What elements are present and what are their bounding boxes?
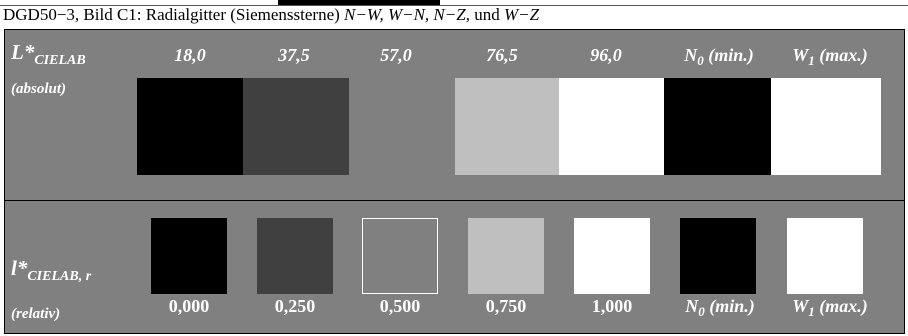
- relative-swatch: [468, 218, 544, 294]
- relative-swatch: [257, 218, 333, 294]
- top-strip-black-bar: [278, 0, 440, 6]
- relative-swatch: [574, 218, 650, 294]
- absolute-swatch: [243, 78, 349, 175]
- absolute-note: (absolut): [11, 81, 67, 97]
- absolute-swatch: [559, 78, 664, 175]
- relative-value-label: 0,750: [485, 296, 527, 316]
- relative-swatch: [151, 218, 227, 294]
- relative-value-label: 1,000: [591, 296, 633, 316]
- relative-swatch: [362, 218, 438, 294]
- caption-series: N−W, W−N, N−Z,: [344, 5, 470, 24]
- relative-axis-label: l*CIELAB, r: [11, 256, 92, 284]
- relative-value-label: 0,500: [379, 296, 421, 316]
- relative-min-label: N0 (min.): [685, 296, 755, 319]
- relative-swatch: [680, 218, 756, 294]
- absolute-value-label: 18,0: [174, 45, 206, 65]
- panel-divider: [5, 200, 904, 201]
- caption-last: W−Z: [503, 5, 540, 24]
- absolute-swatch: [349, 78, 455, 175]
- absolute-value-label: 57,0: [380, 45, 412, 65]
- absolute-value-label: 76,5: [486, 45, 518, 65]
- absolute-min-label: N0 (min.): [684, 45, 754, 68]
- absolute-swatch: [455, 78, 559, 175]
- absolute-swatch: [664, 78, 771, 175]
- absolute-axis-label: L*CIELAB: [11, 40, 86, 68]
- relative-value-label: 0,250: [274, 296, 316, 316]
- relative-swatch: [787, 218, 863, 294]
- relative-note: (relativ): [11, 306, 61, 322]
- absolute-value-label: 96,0: [590, 45, 622, 65]
- absolute-swatch: [137, 78, 243, 175]
- caption-conj: und: [469, 5, 504, 24]
- absolute-swatch: [771, 78, 881, 175]
- absolute-value-label: 37,5: [278, 45, 310, 65]
- relative-max-label: W1 (max.): [792, 296, 868, 319]
- figure-caption: DGD50−3, Bild C1: Radialgitter (Siemenss…: [3, 5, 539, 25]
- top-strip: [0, 0, 908, 6]
- absolute-max-label: W1 (max.): [792, 45, 868, 68]
- top-strip-rule: [0, 5, 908, 6]
- relative-value-label: 0,000: [168, 296, 210, 316]
- caption-prefix: DGD50−3, Bild C1: Radialgitter (Siemenss…: [3, 5, 345, 24]
- chart-panel: L*CIELAB (absolut) l*CIELAB, r (relativ)…: [4, 29, 905, 334]
